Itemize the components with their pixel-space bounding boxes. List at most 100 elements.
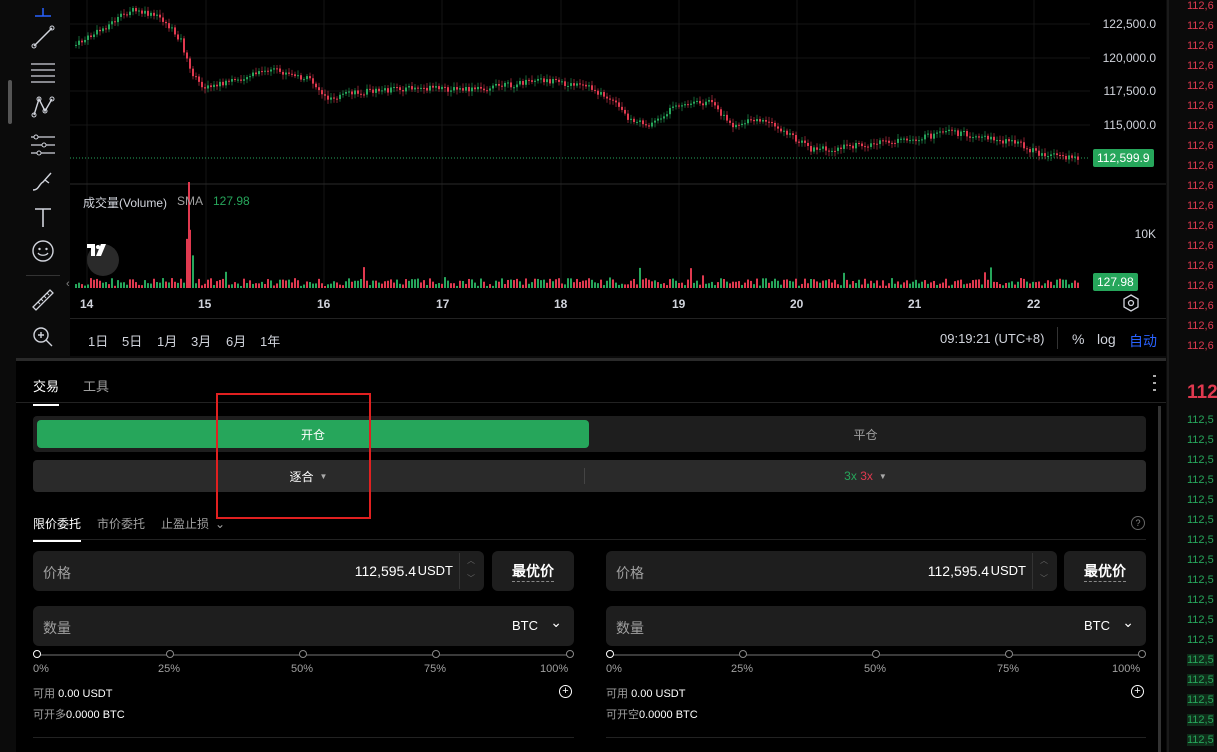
range-3m[interactable]: 3月	[191, 334, 212, 349]
order-book-ask-row[interactable]: 112,6	[1187, 340, 1214, 352]
order-type-market[interactable]: 市价委托	[97, 517, 146, 531]
range-1y[interactable]: 1年	[260, 334, 281, 349]
auto-scale-toggle[interactable]: 自动	[1129, 333, 1157, 349]
buy-slider-stop[interactable]	[299, 650, 307, 658]
order-book-bid-row[interactable]: 112,5	[1187, 434, 1214, 446]
order-type-limit[interactable]: 限价委托	[33, 515, 82, 542]
order-book-ask-row[interactable]: 112,6	[1187, 60, 1214, 72]
collapse-toolbar-arrow-icon[interactable]: ‹	[66, 278, 70, 290]
trend-line-icon[interactable]	[26, 22, 60, 52]
tab-tools[interactable]: 工具	[83, 379, 110, 394]
order-book-bid-row[interactable]: 112,5	[1187, 494, 1214, 506]
order-book-bid-row[interactable]: 112,5	[1187, 634, 1214, 646]
order-book-ask-row[interactable]: 112,6	[1187, 300, 1214, 312]
order-book-ask-row[interactable]: 112,6	[1187, 100, 1214, 112]
sell-slider-handle[interactable]	[606, 650, 614, 658]
range-5d[interactable]: 5日	[122, 334, 143, 349]
buy-quantity-field[interactable]: 数量 BTC ⌄	[33, 606, 574, 646]
order-book-ask-row[interactable]: 112,6	[1187, 200, 1214, 212]
buy-slider-stop[interactable]	[432, 650, 440, 658]
order-book-bid-row[interactable]: 112,5	[1187, 594, 1214, 606]
order-book-ask-row[interactable]: 112,6	[1187, 260, 1214, 272]
close-position-button[interactable]: 平仓	[853, 427, 878, 442]
sell-best-price-button[interactable]: 最优价	[1064, 551, 1146, 591]
order-book-bid-row[interactable]: 112,5	[1187, 474, 1214, 486]
pattern-icon[interactable]	[26, 92, 60, 122]
order-book-ask-row[interactable]: 112,6	[1187, 180, 1214, 192]
sell-slider-stop[interactable]	[1005, 650, 1013, 658]
percent-toggle[interactable]: %	[1072, 331, 1085, 347]
order-book-bid-row[interactable]: 112,5	[1187, 534, 1214, 546]
toolbar-scroll-handle[interactable]	[8, 80, 12, 124]
order-book-bid-row[interactable]: 112,5	[1187, 734, 1214, 746]
help-icon[interactable]: ?	[1131, 516, 1145, 530]
increment-icon[interactable]: ︿	[467, 556, 475, 565]
order-book-bid-row[interactable]: 112,5	[1187, 514, 1214, 526]
buy-price-value[interactable]: 112,595.4	[354, 563, 416, 579]
order-book-bid-row[interactable]: 112,5	[1187, 694, 1214, 706]
order-book-ask-row[interactable]: 112,6	[1187, 160, 1214, 172]
tab-trade[interactable]: 交易	[33, 376, 60, 406]
margin-mode-select[interactable]: 逐合 ▼	[33, 460, 584, 492]
price-chart[interactable]: 122,500.0 120,000.0 117,500.0 115,000.0 …	[66, 0, 1166, 318]
order-book-ask-row[interactable]: 112,6	[1187, 40, 1214, 52]
buy-transfer-plus-icon[interactable]: +	[559, 685, 572, 698]
zoom-in-icon[interactable]	[26, 322, 60, 352]
chart-canvas[interactable]	[70, 0, 1166, 318]
sell-quantity-field[interactable]: 数量 BTC ⌄	[606, 606, 1146, 646]
open-position-button[interactable]: 开仓	[37, 420, 589, 448]
log-toggle[interactable]: log	[1097, 331, 1116, 347]
order-book-bid-row[interactable]: 112,5	[1187, 654, 1214, 666]
order-book-bid-row[interactable]: 112,5	[1187, 414, 1214, 426]
order-book-bid-row[interactable]: 112,5	[1187, 554, 1214, 566]
order-book-ask-row[interactable]: 112,6	[1187, 320, 1214, 332]
order-book-bid-row[interactable]: 112,5	[1187, 454, 1214, 466]
sell-qty-unit[interactable]: BTC	[1084, 618, 1110, 633]
increment-icon[interactable]: ︿	[1040, 556, 1048, 565]
fib-retracement-icon[interactable]	[26, 56, 60, 86]
brush-icon[interactable]	[26, 166, 60, 196]
order-book-bid-row[interactable]: 112,5	[1187, 614, 1214, 626]
range-6m[interactable]: 6月	[226, 334, 247, 349]
order-type-tpsl[interactable]: 止盈止损 ⌄	[161, 515, 225, 532]
order-book-ask-row[interactable]: 112,6	[1187, 140, 1214, 152]
buy-price-field[interactable]: 价格 112,595.4 USDT ︿ ﹀	[33, 551, 484, 591]
range-1m[interactable]: 1月	[157, 334, 178, 349]
sell-price-field[interactable]: 价格 112,595.4 USDT ︿ ﹀	[606, 551, 1057, 591]
crosshair-icon[interactable]	[26, 0, 60, 30]
order-book-ask-row[interactable]: 112,6	[1187, 280, 1214, 292]
order-book-ask-row[interactable]: 112,6	[1187, 20, 1214, 32]
order-book-ask-row[interactable]: 112,6	[1187, 240, 1214, 252]
order-book-ask-row[interactable]: 112,6	[1187, 80, 1214, 92]
order-book-mid-price[interactable]: 112	[1187, 382, 1217, 403]
prediction-icon[interactable]	[26, 130, 60, 160]
panel-menu-icon[interactable]	[1153, 375, 1156, 391]
leverage-select[interactable]: 3x 3x ▼	[585, 460, 1146, 492]
sell-transfer-plus-icon[interactable]: +	[1131, 685, 1144, 698]
buy-slider-stop[interactable]	[566, 650, 574, 658]
order-book-ask-row[interactable]: 112,6	[1187, 220, 1214, 232]
ruler-icon[interactable]	[26, 285, 60, 315]
chevron-down-icon[interactable]: ⌄	[1122, 614, 1134, 630]
sell-slider-stop[interactable]	[872, 650, 880, 658]
chevron-down-icon[interactable]: ⌄	[550, 614, 562, 630]
decrement-icon[interactable]: ﹀	[1040, 574, 1048, 583]
order-book-bid-row[interactable]: 112,5	[1187, 674, 1214, 686]
buy-qty-unit[interactable]: BTC	[512, 618, 538, 633]
range-1d[interactable]: 1日	[88, 334, 109, 349]
order-book-bid-row[interactable]: 112,5	[1187, 714, 1214, 726]
sell-slider-stop[interactable]	[739, 650, 747, 658]
buy-slider-handle[interactable]	[33, 650, 41, 658]
time-display[interactable]: 09:19:21 (UTC+8)	[940, 331, 1045, 346]
tradingview-logo[interactable]	[87, 244, 119, 276]
decrement-icon[interactable]: ﹀	[467, 574, 475, 583]
buy-best-price-button[interactable]: 最优价	[492, 551, 574, 591]
buy-slider-stop[interactable]	[166, 650, 174, 658]
panel-scrollbar[interactable]	[1158, 406, 1161, 752]
order-book-ask-row[interactable]: 112,6	[1187, 120, 1214, 132]
text-icon[interactable]	[26, 202, 60, 232]
order-book-bid-row[interactable]: 112,5	[1187, 574, 1214, 586]
emoji-icon[interactable]	[26, 236, 60, 266]
sell-slider-stop[interactable]	[1138, 650, 1146, 658]
order-book-ask-row[interactable]: 112,6	[1187, 0, 1214, 12]
